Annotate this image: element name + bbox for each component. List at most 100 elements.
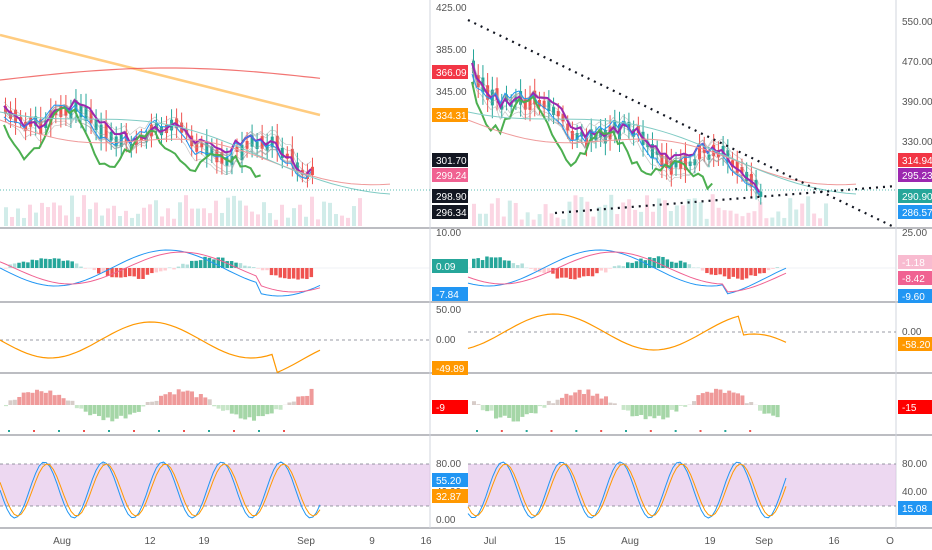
right-macd-histogram-bar: [472, 258, 476, 268]
left-macd-histogram-bar: [150, 268, 154, 274]
left-momentum-bar: [128, 405, 132, 415]
right-momentum-bar: [586, 389, 591, 405]
left-momentum-bar: [265, 405, 270, 415]
left-volume-bar: [34, 212, 38, 226]
right-momentum-bar: [590, 395, 595, 405]
right-macd-label-bg: [898, 255, 932, 269]
right-macd-histogram-bar: [485, 256, 489, 268]
right-time-label: 15: [554, 536, 566, 547]
right-momentum-bar: [516, 405, 520, 422]
left-macd-histogram-bar: [74, 263, 79, 268]
right-osc-label: -58.20: [898, 337, 932, 351]
left-macd-histogram-bar: [300, 268, 305, 279]
left-macd-histogram-bar: [216, 257, 221, 268]
right-momentum-bar: [727, 390, 732, 405]
left-volume-bar: [64, 215, 68, 226]
left-momentum-bar: [4, 405, 8, 407]
right-volume-bar: [483, 213, 488, 226]
left-candle-body: [200, 143, 204, 148]
left-candle-body: [154, 122, 158, 130]
left-lagging-line: [3, 106, 261, 178]
left-price-label: 334.31: [432, 108, 468, 122]
right-volume-bar: [519, 219, 524, 226]
left-candle-body: [99, 124, 103, 139]
right-macd-histogram-bar: [476, 258, 480, 268]
right-candle-body: [589, 129, 593, 142]
right-stoch-tick: 80.00: [902, 459, 927, 470]
right-momentum-bar: [771, 405, 776, 416]
left-momentum-bar: [198, 394, 203, 405]
right-candle-body: [523, 99, 527, 110]
right-price-label-bg: [898, 189, 932, 203]
left-volume-bar: [328, 202, 332, 226]
right-macd-histogram-bar: [590, 268, 595, 277]
right-signal-dot: [500, 430, 503, 432]
left-volume-bar: [130, 217, 134, 226]
left-volume-bar: [352, 206, 356, 226]
left-cloud-top-line: [0, 119, 391, 186]
right-macd-histogram-bar: [753, 268, 758, 276]
left-macd-histogram-bar: [79, 266, 83, 268]
left-macd-histogram-bar: [128, 268, 132, 277]
left-momentum-bar: [159, 395, 163, 405]
right-price-label-bg: [898, 205, 932, 219]
left-momentum-bar: [207, 399, 212, 405]
right-momentum-bar: [564, 393, 569, 405]
right-momentum-bar: [476, 404, 481, 405]
left-macd-histogram-bar: [247, 266, 252, 268]
right-momentum-bar: [648, 405, 652, 417]
right-macd-histogram-bar: [665, 259, 670, 268]
left-momentum-bar: [243, 405, 248, 420]
right-candle-body: [698, 145, 702, 160]
left-volume-bar: [16, 208, 20, 226]
right-momentum-bar: [555, 399, 560, 405]
left-momentum-bar: [110, 405, 115, 422]
left-macd-label-bg: [432, 259, 468, 273]
left-volume-bar: [22, 217, 26, 226]
left-macd-histogram-bar: [238, 263, 243, 268]
left-macd-label-bg: [432, 287, 468, 301]
left-signal-dot: [158, 430, 160, 432]
left-macd-histogram-bar: [256, 268, 260, 269]
right-macd-histogram-bar: [722, 268, 727, 277]
right-volume-bar: [615, 214, 620, 226]
left-candle-body: [240, 144, 244, 161]
right-price-label-text: 314.94: [902, 156, 932, 167]
right-candle-body: [683, 154, 687, 171]
right-momentum-bar: [696, 395, 701, 405]
left-stoch-d-line: [0, 463, 321, 517]
left-stoch-label-text: 32.87: [436, 492, 461, 503]
left-momentum-bar: [221, 405, 225, 411]
right-macd-histogram-bar: [502, 260, 507, 268]
left-volume-bar: [82, 195, 86, 226]
right-price-label-bg: [898, 153, 932, 167]
right-candle-body: [740, 166, 744, 174]
right-momentum-bar: [626, 405, 630, 411]
right-momentum-bar: [670, 405, 674, 410]
left-signal-dot: [283, 430, 285, 432]
right-volume-bar: [477, 213, 482, 226]
right-candle-body: [731, 160, 735, 168]
right-momentum-bar: [608, 402, 613, 405]
left-momentum-bar: [30, 392, 35, 405]
left-momentum-bar: [163, 394, 168, 405]
right-hist-label-text: -15: [902, 403, 917, 414]
right-volume-bar: [770, 217, 775, 226]
right-volume-bar: [818, 218, 823, 226]
right-signal-dot: [649, 430, 652, 432]
left-macd-histogram-bar: [172, 268, 176, 270]
left-volume-bar: [136, 213, 140, 226]
left-momentum-bar: [123, 405, 128, 419]
right-ma-blue-line: [471, 73, 760, 196]
left-momentum-bar: [305, 395, 310, 405]
right-volume-bar: [525, 212, 530, 226]
left-momentum-bar: [101, 405, 106, 421]
left-volume-bar: [232, 195, 236, 226]
right-price-label-text: 290.90: [902, 192, 932, 203]
left-macd-histogram-bar: [17, 262, 21, 268]
left-volume-bar: [46, 207, 50, 226]
right-volume-bar: [656, 198, 661, 226]
left-momentum-bar: [48, 390, 53, 405]
left-momentum-bar: [238, 405, 243, 419]
